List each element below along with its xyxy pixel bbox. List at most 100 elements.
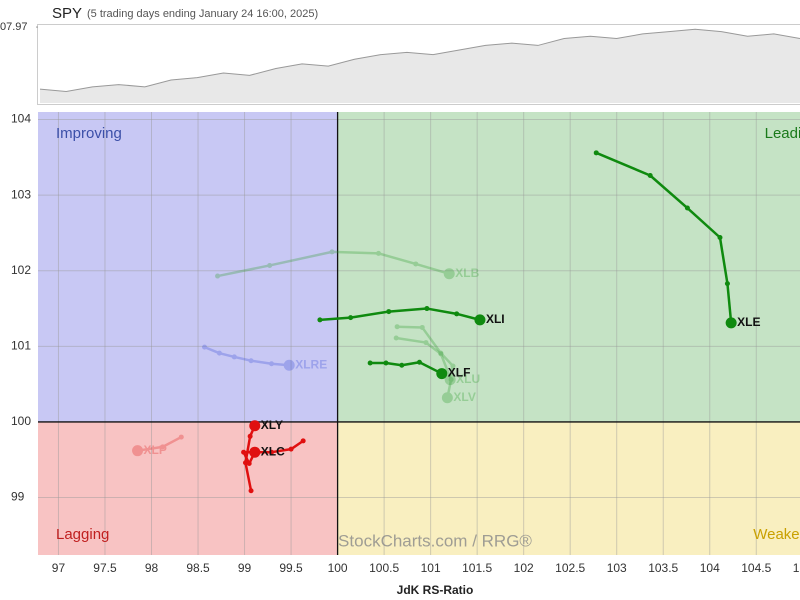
tail-line xyxy=(319,307,481,322)
tail: XLY xyxy=(242,418,283,494)
tail-point xyxy=(416,359,422,365)
x-tick-label: 104.5 xyxy=(741,561,771,575)
tail-point xyxy=(450,363,456,369)
tail-head xyxy=(283,359,295,371)
quadrant xyxy=(38,421,338,555)
tail-point xyxy=(717,234,723,240)
tail: XLC xyxy=(241,438,306,467)
tail-line xyxy=(204,345,290,367)
tail-line xyxy=(137,435,182,452)
tail-point xyxy=(329,249,335,255)
tail-point xyxy=(231,354,237,360)
tail-head xyxy=(249,446,261,458)
tail-head xyxy=(249,420,261,432)
tail-line xyxy=(396,336,453,399)
y-tick-label: 100 xyxy=(11,414,31,428)
spy-line xyxy=(39,28,800,92)
tail: XLRE xyxy=(202,344,327,371)
tail-point xyxy=(160,444,166,450)
tail-point xyxy=(399,362,405,368)
x-tick-label: 104 xyxy=(700,561,720,575)
tail-point xyxy=(241,449,247,455)
tail-head xyxy=(444,374,456,386)
x-tick-label: 100.5 xyxy=(369,561,399,575)
tail: XLP xyxy=(132,434,184,457)
tail-point xyxy=(386,309,392,315)
tail: XLE xyxy=(593,150,760,329)
tail: XLV xyxy=(393,335,476,404)
tail-point xyxy=(383,360,389,366)
tail-point xyxy=(248,358,254,364)
x-tick-label: 103.5 xyxy=(648,561,678,575)
tail-point xyxy=(300,438,306,444)
tail-line xyxy=(595,151,733,324)
x-tick-label: 102.5 xyxy=(555,561,585,575)
x-tick-label: 97 xyxy=(52,561,66,575)
tail: XLU xyxy=(394,324,480,386)
x-tick-label: 98.5 xyxy=(186,561,210,575)
y-tick-label: 104 xyxy=(11,112,31,126)
tail-point xyxy=(438,351,444,357)
tail-head xyxy=(725,317,737,329)
tail-head xyxy=(441,392,453,404)
spy-panel xyxy=(37,24,800,105)
tail-point xyxy=(419,324,425,330)
legend-label: XLC xyxy=(261,444,285,458)
tail-line xyxy=(217,250,450,278)
tail-head xyxy=(436,368,448,380)
x-tick-label: 101.5 xyxy=(462,561,492,575)
tail-point xyxy=(724,281,730,287)
y-tick-label: 102 xyxy=(11,263,31,277)
tail-head xyxy=(443,268,455,280)
quadrant-label: Weakening xyxy=(753,526,800,543)
x-tick-label: 101 xyxy=(421,561,441,575)
tail-point xyxy=(438,350,444,356)
tail-point xyxy=(178,434,184,440)
tail-point xyxy=(348,315,354,321)
legend-label: XLI xyxy=(486,312,505,326)
quadrant xyxy=(38,112,338,422)
spy-tick-label: 07.97 xyxy=(0,21,28,33)
legend-label: XLU xyxy=(456,372,480,386)
quadrant-label: Leading xyxy=(765,125,800,142)
legend-label: XLF xyxy=(448,366,471,380)
x-tick-label: 103 xyxy=(607,561,627,575)
tail-line xyxy=(397,325,455,380)
tail-point xyxy=(317,317,323,323)
quadrant-label: Lagging xyxy=(56,526,109,543)
tail-point xyxy=(593,150,599,156)
tail-point xyxy=(267,262,273,268)
tail-point xyxy=(413,261,419,267)
symbol: SPY xyxy=(52,5,82,22)
tail-line xyxy=(244,425,256,491)
y-tick-label: 101 xyxy=(11,339,31,353)
tail-point xyxy=(246,461,252,467)
legend-label: XLV xyxy=(453,390,475,404)
tail-point xyxy=(393,335,399,341)
tail-point xyxy=(376,250,382,256)
quadrant xyxy=(337,421,800,555)
y-tick-label: 99 xyxy=(11,490,25,504)
legend-label: XLB xyxy=(455,266,479,280)
legend-label: XLP xyxy=(144,443,167,457)
legend-label: XLE xyxy=(737,315,760,329)
tail-point xyxy=(454,311,460,317)
tail-point xyxy=(248,488,254,494)
tail-head xyxy=(132,445,144,457)
tail-point xyxy=(215,273,221,279)
tail-point xyxy=(269,449,275,455)
subtitle: (5 trading days ending January 24 16:00,… xyxy=(87,8,318,20)
tail-point xyxy=(647,173,653,179)
tail-point xyxy=(288,446,294,452)
tail: XLB xyxy=(215,249,480,280)
x-tick-label: 99 xyxy=(238,561,252,575)
x-tick-label: 105 xyxy=(793,561,800,575)
tail-point xyxy=(448,377,454,383)
x-tick-label: 97.5 xyxy=(93,561,117,575)
x-tick-label: 100 xyxy=(328,561,348,575)
quadrant-label: Improving xyxy=(56,125,122,142)
tail-point xyxy=(247,433,253,439)
tail-point xyxy=(367,360,373,366)
quadrant xyxy=(337,112,800,422)
